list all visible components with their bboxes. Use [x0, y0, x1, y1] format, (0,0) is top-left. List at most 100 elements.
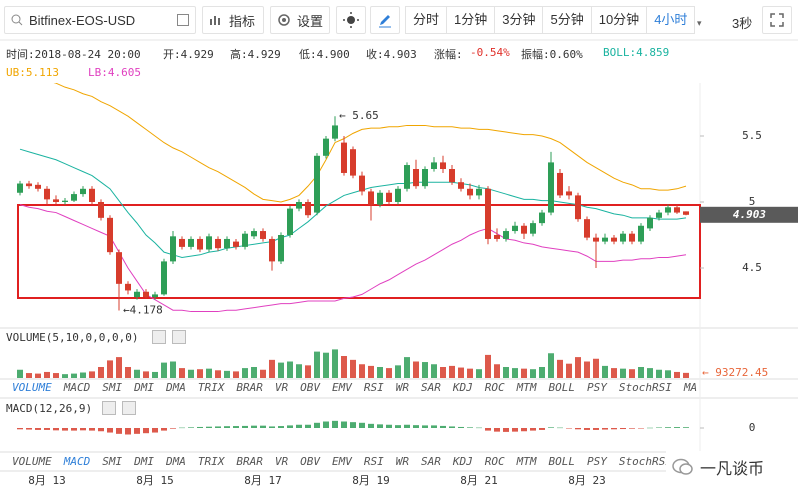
candle-body — [35, 184, 41, 189]
symbol-box[interactable]: Bitfinex-EOS-USD — [4, 6, 196, 34]
indicator-tab[interactable]: BOLL — [548, 381, 576, 394]
copy-icon[interactable] — [177, 14, 189, 26]
draw-button[interactable] — [370, 6, 400, 34]
period[interactable]: 10分钟 — [592, 7, 648, 33]
candle-body — [584, 219, 590, 238]
indicator-tab[interactable]: TRIX — [197, 381, 225, 394]
boll-upper — [53, 83, 687, 203]
bar — [161, 428, 167, 431]
indicator-tab[interactable]: VOLUME — [12, 455, 52, 468]
indicator-tab[interactable]: MA — [683, 381, 698, 394]
candle-body — [494, 235, 500, 239]
indicator-button[interactable]: 指标 — [202, 6, 264, 34]
volume-settings-icon[interactable] — [152, 330, 166, 344]
bar — [395, 425, 401, 428]
indicator-tab[interactable]: VOLUME — [12, 381, 52, 394]
indicator-tab[interactable]: SMI — [102, 455, 123, 468]
indicator-tab[interactable]: WR — [395, 381, 409, 394]
bar — [62, 374, 68, 378]
bar — [107, 428, 113, 433]
bar — [485, 428, 491, 431]
info-open: 开:4.929 — [163, 48, 214, 61]
info-low: 低:4.900 — [299, 48, 350, 61]
macd-settings-icon[interactable] — [102, 401, 116, 415]
bar — [89, 428, 95, 431]
candle-body — [467, 188, 473, 196]
period[interactable]: 分时 — [406, 7, 448, 33]
macd-close-icon[interactable] — [122, 401, 136, 415]
candle-body — [314, 155, 320, 213]
indicator-tab[interactable]: DMA — [166, 381, 186, 394]
period[interactable]: 1分钟 — [447, 7, 496, 33]
indicator-tab[interactable]: StochRSI — [618, 381, 672, 394]
theme-button[interactable] — [336, 6, 366, 34]
indicator-tab[interactable]: SAR — [421, 381, 441, 394]
indicator-tab[interactable]: WR — [395, 455, 409, 468]
indicator-tab[interactable]: DMI — [134, 455, 154, 468]
indicator-tab[interactable]: DMI — [134, 381, 154, 394]
indicator-tab[interactable]: TRIX — [197, 455, 225, 468]
indicator-tab[interactable]: VR — [274, 381, 289, 394]
bar — [566, 428, 572, 429]
candle-body — [116, 252, 122, 284]
indicator-tab[interactable]: BRAR — [236, 455, 263, 468]
indicator-tab[interactable]: DMA — [166, 455, 186, 468]
bar — [242, 425, 248, 428]
bar — [341, 421, 347, 428]
indicator-tab[interactable]: MACD — [63, 455, 91, 468]
bar — [557, 359, 563, 378]
bar — [512, 428, 518, 432]
candle-body — [80, 188, 86, 195]
y-tick-label: 5.5 — [742, 129, 762, 142]
candle-body — [287, 208, 293, 235]
candle-body — [44, 188, 50, 200]
bar — [494, 428, 500, 432]
bar — [116, 357, 122, 378]
indicator-tab[interactable]: OBV — [300, 455, 320, 468]
period-active[interactable]: 4小时 — [654, 12, 688, 27]
bar — [593, 428, 599, 430]
volume-close-icon[interactable] — [172, 330, 186, 344]
indicator-tab[interactable]: OBV — [300, 381, 320, 394]
candle-body — [26, 183, 32, 187]
indicator-tab[interactable]: MTM — [516, 381, 537, 394]
bar — [683, 427, 689, 428]
indicator-tab[interactable]: ROC — [484, 455, 505, 468]
indicator-tab[interactable]: RSI — [363, 381, 384, 394]
refresh-rate[interactable]: 3秒 — [732, 16, 753, 31]
bar — [35, 428, 41, 430]
indicator-tab[interactable]: EMV — [332, 381, 352, 394]
indicator-tab[interactable]: KDJ — [452, 455, 473, 468]
indicator-tab[interactable]: MTM — [516, 455, 537, 468]
indicator-tab[interactable]: VR — [274, 455, 289, 468]
candle-body — [440, 162, 446, 169]
indicator-tab[interactable]: KDJ — [452, 381, 473, 394]
indicator-tab[interactable]: StochRSI — [618, 455, 672, 468]
indicator-tab[interactable]: PSY — [587, 381, 607, 394]
indicator-tab[interactable]: ROC — [484, 381, 505, 394]
bar — [656, 369, 662, 378]
settings-button[interactable]: 设置 — [270, 6, 330, 34]
bar — [89, 371, 95, 378]
indicator-tab[interactable]: MACD — [63, 381, 91, 394]
bar — [575, 357, 581, 378]
fullscreen-button[interactable] — [762, 6, 792, 34]
sun-icon — [343, 12, 359, 28]
indicator-tab[interactable]: PSY — [587, 455, 607, 468]
bar — [377, 424, 383, 428]
indicator-tab[interactable]: BRAR — [236, 381, 263, 394]
bar — [170, 428, 176, 429]
bar — [206, 368, 212, 378]
indicator-tab[interactable]: EMV — [332, 455, 352, 468]
x-tick-label: 8月 23 — [568, 474, 606, 487]
indicator-tab[interactable]: SMI — [102, 381, 123, 394]
period[interactable]: 3分钟 — [495, 7, 544, 33]
period[interactable]: 5分钟 — [543, 7, 592, 33]
bar — [44, 371, 50, 378]
bar — [467, 368, 473, 378]
indicator-tab[interactable]: BOLL — [548, 455, 576, 468]
indicator-tab[interactable]: RSI — [363, 455, 384, 468]
indicator-tab[interactable]: SAR — [421, 455, 441, 468]
candle-body — [296, 202, 302, 209]
